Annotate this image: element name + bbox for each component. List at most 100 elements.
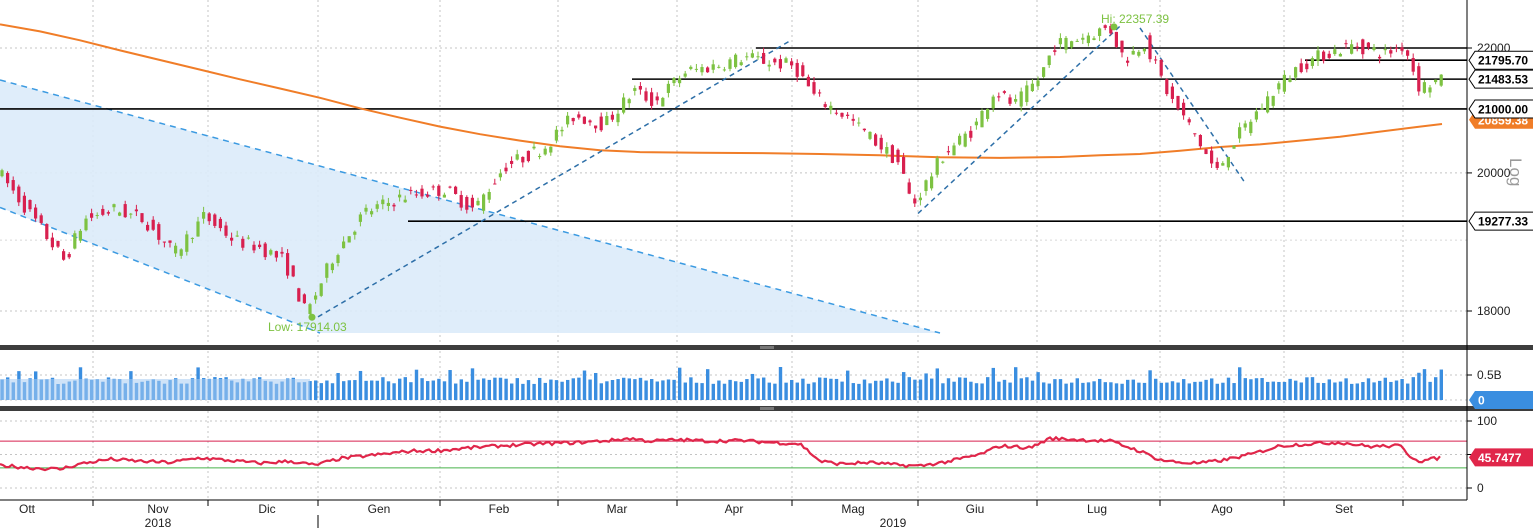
candle-body: [1019, 91, 1023, 107]
candle-body: [806, 76, 810, 87]
volume-bar: [1154, 378, 1158, 400]
volume-bar: [605, 381, 609, 400]
candle-body: [504, 167, 508, 172]
candle-body: [1014, 99, 1018, 102]
volume-bar: [1036, 372, 1040, 400]
candle-body: [297, 288, 301, 302]
volume-bar: [745, 379, 749, 400]
low-annotation: Low: 17914.03: [268, 320, 347, 334]
channel-upper-line: [0, 79, 941, 334]
volume-bar: [1109, 382, 1113, 400]
candle-body: [1221, 163, 1225, 166]
volume-bar: [375, 380, 379, 400]
candle-body: [409, 189, 413, 191]
candle-body: [1389, 50, 1393, 54]
volume-bar: [666, 379, 671, 400]
level-value-tag: 21000.00: [1478, 102, 1528, 116]
candle-body: [241, 238, 245, 248]
candle-body: [252, 244, 256, 251]
volume-bar: [1148, 370, 1152, 400]
candle-body: [1126, 60, 1130, 63]
candle-body: [336, 255, 340, 264]
volume-bar: [1316, 382, 1320, 400]
volume-bar: [986, 377, 990, 400]
volume-bar: [336, 372, 340, 400]
volume-bar: [1271, 381, 1275, 400]
candle-body: [314, 295, 318, 300]
candle-body: [577, 114, 581, 118]
candle-body: [846, 114, 850, 116]
month-label: Mag: [841, 502, 864, 516]
volume-bar: [353, 380, 357, 400]
candle-body: [980, 110, 984, 128]
month-label: Dic: [258, 502, 275, 516]
volume-bar: [1137, 382, 1141, 400]
volume-bar: [1064, 383, 1068, 400]
candle-body: [1064, 37, 1068, 50]
volume-bar: [504, 378, 508, 400]
volume-bar: [823, 377, 827, 400]
candle-body: [1075, 40, 1079, 42]
volume-bar: [1030, 380, 1035, 400]
candle-body: [762, 52, 766, 64]
candle-body: [454, 186, 458, 194]
volume-bar: [834, 378, 839, 400]
candle-body: [790, 61, 794, 66]
candle-body: [498, 173, 502, 178]
candle-body: [1355, 46, 1359, 48]
volume-bar: [1350, 383, 1354, 400]
volume-bar: [1238, 367, 1242, 400]
candle-body: [101, 208, 105, 215]
candle-body: [112, 204, 116, 208]
candle-body: [1114, 31, 1118, 47]
volume-bar: [818, 377, 822, 400]
volume-bar: [454, 383, 458, 400]
candle-body: [823, 104, 827, 107]
candle-body: [174, 245, 178, 254]
candle-body: [1187, 119, 1191, 123]
candle-body: [1338, 53, 1342, 57]
volume-bar: [1394, 380, 1399, 400]
candle-body: [963, 133, 967, 147]
candle-body: [1165, 79, 1169, 95]
volume-bar: [1282, 381, 1287, 400]
candle-body: [381, 199, 385, 205]
volume-bar: [342, 381, 346, 400]
candle-body: [549, 146, 553, 153]
month-label: Lug: [1087, 502, 1107, 516]
volume-bar: [773, 383, 777, 400]
candle-body: [151, 219, 155, 230]
candle-body: [185, 234, 189, 252]
volume-bar: [1193, 381, 1197, 400]
volume-bar: [1400, 379, 1404, 400]
candle-body: [700, 67, 704, 73]
volume-bar: [1243, 378, 1247, 400]
candle-body: [1243, 123, 1247, 128]
candle-body: [1277, 83, 1281, 90]
volume-bar: [610, 380, 615, 400]
candle-body: [420, 188, 424, 197]
candle-body: [1378, 56, 1382, 59]
candle-body: [946, 151, 950, 153]
candle-body: [1305, 63, 1309, 70]
volume-bar: [846, 370, 850, 400]
level-value-tag: 21795.70: [1478, 54, 1528, 68]
candle-body: [1215, 161, 1219, 168]
volume-bar: [935, 368, 939, 400]
candle-body: [482, 194, 486, 211]
month-label: Nov: [147, 502, 168, 516]
candle-body: [532, 146, 536, 149]
volume-bar: [650, 379, 654, 400]
candle-body: [168, 240, 172, 243]
candle-body: [386, 202, 390, 206]
candle-body: [840, 112, 844, 117]
volume-bar: [1014, 367, 1018, 400]
candle-body: [1159, 59, 1163, 76]
volume-bar: [314, 380, 318, 400]
volume-bar: [722, 383, 727, 400]
candle-body: [689, 66, 693, 69]
candle-body: [1411, 58, 1415, 72]
candle-body: [1198, 135, 1202, 147]
volume-bar: [739, 381, 743, 400]
volume-bar: [1176, 382, 1180, 400]
